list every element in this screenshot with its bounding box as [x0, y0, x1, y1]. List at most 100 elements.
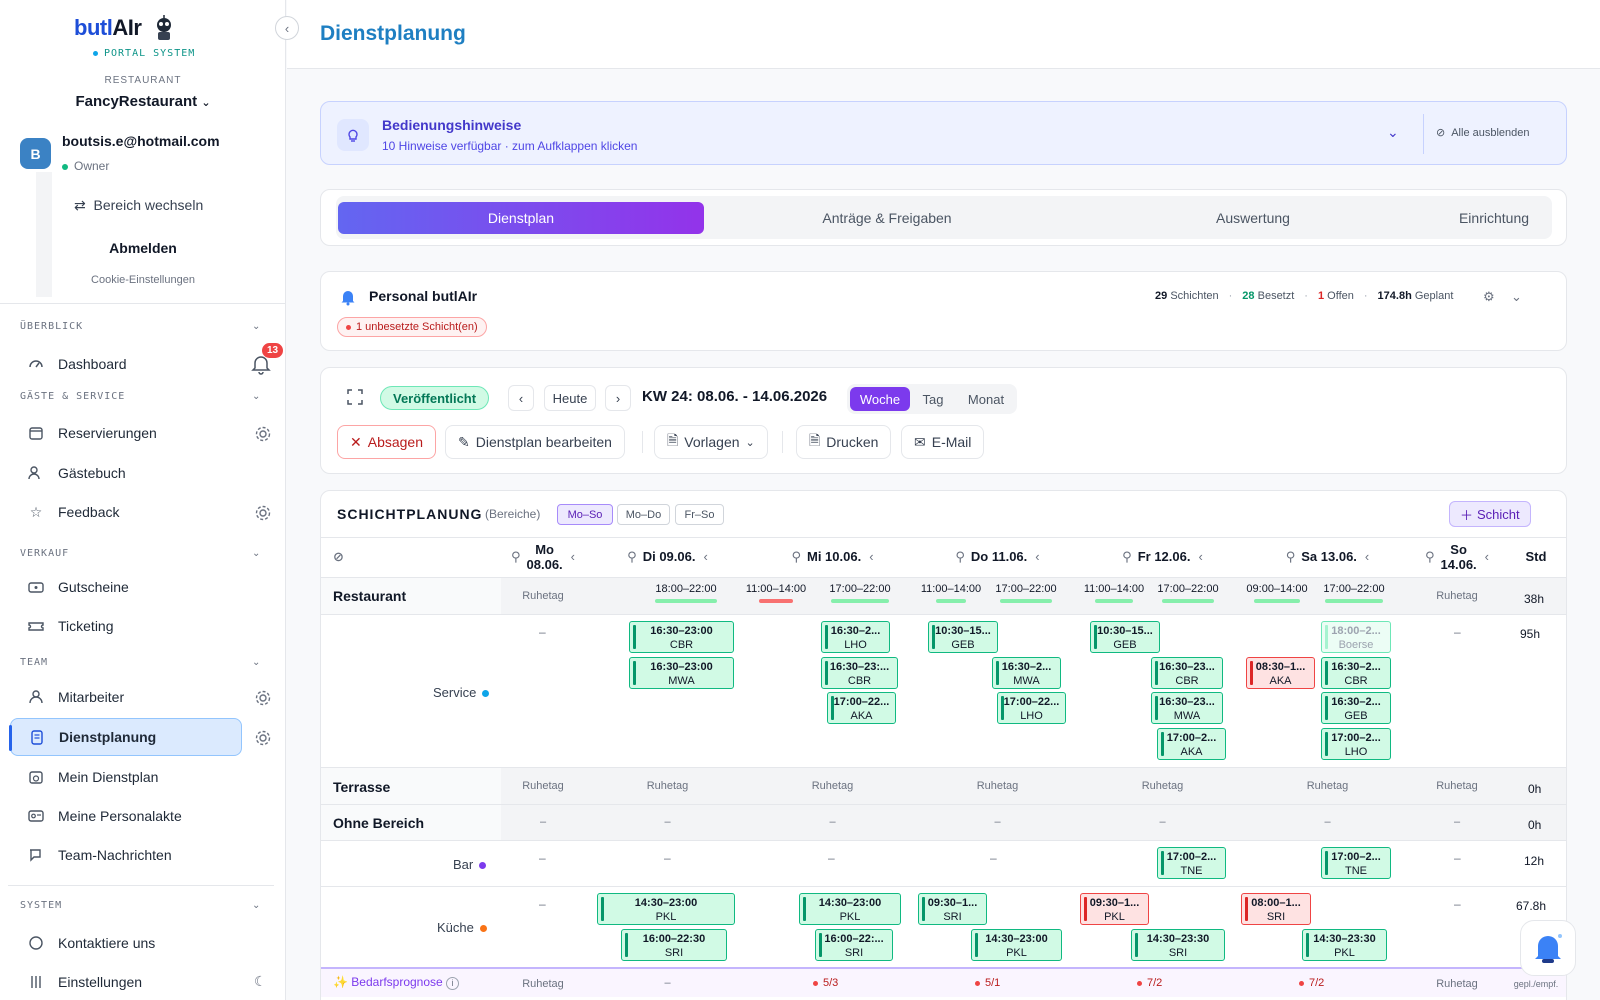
forecast-label[interactable]: ✨ Bedarfsprognose i — [333, 975, 460, 990]
time-slot[interactable]: 17:00–22:00 — [981, 583, 1071, 603]
shift-block[interactable]: 16:30–2... CBR — [1321, 657, 1391, 689]
cancel-button[interactable]: ✕ Absagen — [337, 425, 437, 459]
search-icon[interactable]: ⚲ — [791, 549, 801, 565]
shift-block[interactable]: 14:30–23:30 SRI — [1131, 929, 1225, 961]
shift-block[interactable]: 16:30–23:... CBR — [821, 657, 898, 689]
sidebar-item-scheduling[interactable]: Dienstplanung — [9, 718, 242, 756]
chevron-left-icon[interactable]: ‹ — [1484, 549, 1490, 565]
view-day-button[interactable]: Tag — [922, 391, 944, 407]
shift-block[interactable]: 10:30–15... GEB — [928, 621, 998, 653]
gear-icon[interactable] — [254, 425, 272, 443]
email-button[interactable]: ✉ E-Mail — [901, 425, 985, 459]
tab-schedule[interactable]: Dienstplan — [338, 202, 704, 234]
time-slot[interactable]: 11:00–14:00 — [731, 583, 821, 603]
chevron-down-icon[interactable]: ⌄ — [252, 657, 261, 668]
switch-area-button[interactable]: ⇄ Bereich wechseln — [74, 197, 204, 213]
search-icon[interactable]: ⚲ — [955, 549, 965, 565]
shift-block[interactable]: 14:30–23:00 PKL — [799, 893, 901, 925]
tab-setup[interactable]: Einrichtung — [1458, 210, 1530, 226]
chevron-left-icon[interactable]: ‹ — [1035, 549, 1040, 565]
view-month-button[interactable]: Monat — [967, 391, 1005, 407]
templates-dropdown[interactable]: 🗎 Vorlagen ⌄ — [654, 425, 768, 459]
shift-block[interactable]: 17:00–2... AKA — [1157, 728, 1226, 760]
shift-block[interactable]: 16:30–2... GEB — [1321, 692, 1391, 724]
shift-block[interactable]: 16:30–23:00 MWA — [629, 657, 734, 689]
expand-icon[interactable] — [346, 388, 364, 406]
shift-block[interactable]: 17:00–22... AKA — [827, 692, 896, 724]
shift-block[interactable]: 08:30–1... AKA — [1246, 657, 1315, 689]
add-shift-button[interactable]: ＋ Schicht — [1449, 501, 1531, 527]
shift-block[interactable]: 17:00–22... LHO — [997, 692, 1066, 724]
chevron-down-icon[interactable]: ⌄ — [1387, 124, 1399, 140]
brand-logo[interactable]: butlAIr — [74, 14, 179, 42]
sidebar-item-staff[interactable]: Mitarbeiter — [10, 678, 242, 716]
chevron-left-icon[interactable]: ‹ — [869, 549, 874, 565]
shift-block[interactable]: 16:30–2... LHO — [821, 621, 890, 653]
chevron-down-icon[interactable]: ⌄ — [252, 391, 261, 402]
time-slot[interactable]: 17:00–22:00 — [1309, 583, 1399, 603]
chevron-down-icon[interactable]: ⌄ — [1511, 289, 1522, 304]
time-slot[interactable]: 18:00–22:00 — [641, 583, 731, 603]
shift-block[interactable]: 09:30–1... SRI — [918, 893, 987, 925]
shift-block[interactable]: 17:00–2... TNE — [1157, 847, 1226, 879]
chevron-down-icon[interactable]: ⌄ — [252, 900, 261, 911]
moon-icon[interactable]: ☾ — [254, 973, 267, 989]
sidebar-item-dashboard[interactable]: Dashboard — [10, 345, 242, 383]
search-icon[interactable]: ⚲ — [1122, 549, 1132, 565]
shift-block[interactable]: 16:00–22:... SRI — [815, 929, 893, 961]
chevron-left-icon[interactable]: ‹ — [1364, 549, 1370, 565]
restaurant-selector[interactable]: FancyRestaurant ⌄ — [75, 93, 211, 110]
shift-block[interactable]: 16:30–23... CBR — [1151, 657, 1223, 689]
sidebar-item-team-messages[interactable]: Team-Nachrichten — [10, 836, 242, 874]
range-fri-sun[interactable]: Fr–So — [675, 504, 724, 525]
time-slot[interactable]: 11:00–14:00 — [1074, 583, 1154, 603]
tab-evaluation[interactable]: Auswertung — [1216, 210, 1290, 226]
gear-icon[interactable]: ⚙ — [1483, 289, 1495, 304]
chevron-down-icon[interactable]: ⌄ — [252, 548, 261, 559]
search-icon[interactable]: ⚲ — [510, 549, 521, 565]
search-icon[interactable]: ⚲ — [1424, 549, 1435, 565]
sidebar-item-ticketing[interactable]: Ticketing — [10, 607, 242, 645]
sidebar-item-guestbook[interactable]: Gästebuch — [10, 454, 242, 492]
logout-button[interactable]: Abmelden — [109, 240, 177, 256]
next-week-button[interactable]: › — [605, 385, 631, 411]
sidebar-item-my-schedule[interactable]: Mein Dienstplan — [10, 758, 242, 796]
shift-block[interactable]: 16:30–2... MWA — [992, 657, 1061, 689]
unfilled-shifts-badge[interactable]: 1 unbesetzte Schicht(en) — [337, 317, 487, 337]
shift-block[interactable]: 14:30–23:00 PKL — [597, 893, 735, 925]
shift-block[interactable]: 16:30–23... MWA — [1151, 692, 1223, 724]
shift-block[interactable]: 17:00–2... LHO — [1321, 728, 1391, 760]
info-icon[interactable]: i — [446, 977, 460, 990]
chevron-down-icon[interactable]: ⌄ — [252, 321, 261, 332]
shift-block[interactable]: 08:00–1... SRI — [1241, 893, 1311, 925]
chevron-left-icon[interactable]: ‹ — [570, 549, 576, 565]
sidebar-item-settings[interactable]: Einstellungen — [10, 963, 242, 1000]
prev-week-button[interactable]: ‹ — [508, 385, 534, 411]
hide-toggle[interactable]: ⊘ — [321, 537, 501, 577]
gear-icon[interactable] — [254, 504, 272, 522]
shift-block[interactable]: 16:30–23:00 CBR — [629, 621, 734, 653]
search-icon[interactable]: ⚲ — [1285, 549, 1296, 565]
view-week-button[interactable]: Woche — [850, 387, 910, 411]
cookie-settings-link[interactable]: Cookie-Einstellungen — [91, 274, 195, 286]
search-icon[interactable]: ⚲ — [627, 549, 637, 565]
shift-block[interactable]: 14:30–23:00 PKL — [971, 929, 1062, 961]
notification-fab-button[interactable] — [1520, 920, 1576, 976]
sidebar-item-reservations[interactable]: Reservierungen — [10, 414, 242, 452]
hide-all-hints-button[interactable]: ⊘ Alle ausblenden — [1436, 126, 1530, 140]
print-button[interactable]: 🗎 Drucken — [796, 425, 892, 459]
gear-icon[interactable] — [254, 729, 272, 747]
shift-block[interactable]: 17:00–2... TNE — [1321, 847, 1391, 879]
sidebar-item-feedback[interactable]: ☆ Feedback — [10, 493, 242, 531]
sidebar-item-contact[interactable]: Kontaktiere uns — [10, 924, 242, 962]
edit-schedule-button[interactable]: ✎ Dienstplan bearbeiten — [445, 425, 625, 459]
range-mon-thu[interactable]: Mo–Do — [617, 504, 670, 525]
chevron-left-icon[interactable]: ‹ — [703, 549, 708, 565]
usage-hints-panel[interactable]: Bedienungshinweise 10 Hinweise verfügbar… — [320, 101, 1567, 165]
collapse-sidebar-button[interactable]: ‹ — [275, 16, 299, 40]
gear-icon[interactable] — [254, 689, 272, 707]
time-slot[interactable]: 17:00–22:00 — [815, 583, 905, 603]
shift-block[interactable]: 18:00–2... Boerse — [1321, 621, 1391, 653]
sidebar-item-my-file[interactable]: Meine Personalakte — [10, 797, 242, 835]
bell-icon[interactable] — [250, 353, 272, 375]
